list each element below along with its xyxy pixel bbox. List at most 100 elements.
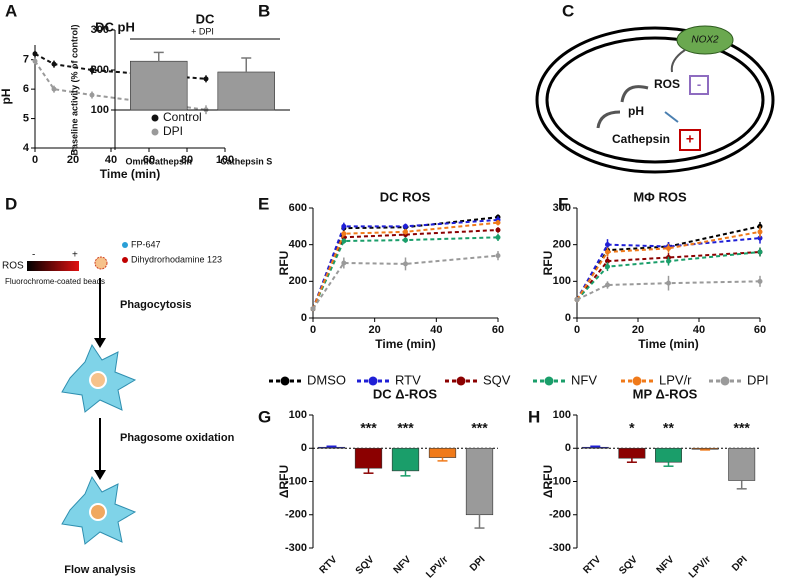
bead bbox=[89, 371, 107, 389]
significance: * bbox=[629, 420, 635, 436]
scale-low: - bbox=[32, 250, 35, 261]
plus-sign: + bbox=[686, 131, 694, 147]
x-tick-label: LPV/r bbox=[687, 554, 713, 580]
x-tick-label: SQV bbox=[617, 554, 640, 577]
series-line bbox=[312, 218, 499, 310]
legend-label: DPI bbox=[747, 372, 769, 387]
point bbox=[51, 61, 57, 67]
y-tick-label: 6 bbox=[23, 83, 29, 95]
x-tick-label: RTV bbox=[581, 554, 603, 576]
y-tick-label: -300 bbox=[549, 542, 571, 554]
x-tick-label: 0 bbox=[574, 324, 580, 336]
annotation: + DPI bbox=[191, 26, 214, 36]
dye-dot bbox=[122, 257, 128, 263]
y-tick-label: 4 bbox=[23, 142, 30, 154]
y-axis-label: RFU bbox=[541, 251, 555, 276]
x-tick-label: DPI bbox=[730, 554, 750, 574]
point bbox=[757, 249, 763, 255]
legend-marker bbox=[720, 376, 730, 386]
bar bbox=[691, 447, 719, 450]
phagosome-inner bbox=[545, 36, 765, 164]
diagram-c: C NOX2 ROS - pH Cathepsin + bbox=[535, 1, 775, 174]
bar bbox=[217, 71, 275, 111]
chart-title: DC bbox=[196, 11, 215, 26]
y-axis-label: ΔRFU bbox=[541, 465, 555, 498]
y-tick-label: 0 bbox=[301, 312, 307, 324]
chart-title: DC ROS bbox=[380, 189, 431, 204]
panel-label: H bbox=[528, 407, 540, 426]
x-tick-label: RTV bbox=[318, 554, 340, 576]
legend-marker bbox=[368, 376, 378, 386]
legend-label: NFV bbox=[571, 372, 597, 387]
y-tick-label: 7 bbox=[23, 54, 29, 66]
bar bbox=[728, 447, 756, 481]
legend-label: LPV/r bbox=[659, 372, 692, 387]
point bbox=[605, 282, 610, 288]
bar bbox=[391, 447, 420, 472]
legend-marker bbox=[632, 376, 642, 386]
chart-title: MP Δ-ROS bbox=[633, 386, 698, 401]
x-axis-label: Time (min) bbox=[638, 337, 698, 351]
y-tick-label: -300 bbox=[285, 542, 307, 554]
scale-label: ROS bbox=[2, 261, 24, 272]
legend-marker bbox=[544, 376, 554, 386]
legend-marker bbox=[456, 376, 466, 386]
y-tick-label: 300 bbox=[91, 24, 109, 36]
arrow bbox=[664, 111, 679, 123]
arrowhead bbox=[94, 470, 106, 480]
x-tick-label: 80 bbox=[181, 154, 193, 166]
point bbox=[605, 249, 610, 255]
point bbox=[495, 234, 501, 240]
bead bbox=[94, 256, 108, 270]
legend-label: SQV bbox=[483, 372, 511, 387]
bead bbox=[89, 503, 107, 521]
point bbox=[32, 51, 38, 57]
dye1-label: FP-647 bbox=[131, 239, 161, 249]
y-tick-label: 100 bbox=[553, 409, 571, 421]
point bbox=[310, 306, 316, 312]
x-tick-label: NFV bbox=[392, 554, 414, 576]
point bbox=[605, 242, 610, 248]
y-tick-label: 100 bbox=[553, 275, 571, 287]
point bbox=[203, 76, 209, 82]
bar bbox=[465, 447, 494, 516]
y-axis-label: RFU bbox=[277, 251, 291, 276]
legend-marker bbox=[280, 376, 290, 386]
legend-label: DPI bbox=[163, 124, 183, 138]
y-tick-label: 400 bbox=[289, 239, 307, 251]
point bbox=[666, 245, 671, 251]
point bbox=[51, 86, 57, 92]
y-tick-label: 600 bbox=[289, 202, 307, 214]
y-tick-label: -100 bbox=[549, 475, 571, 487]
plus-box bbox=[679, 129, 701, 151]
point bbox=[403, 261, 408, 267]
panel-label: B bbox=[258, 1, 270, 20]
legend-marker bbox=[151, 114, 159, 122]
x-tick-label: 20 bbox=[632, 324, 644, 336]
legend-label: RTV bbox=[395, 372, 421, 387]
point bbox=[341, 260, 347, 266]
point bbox=[89, 67, 95, 73]
x-tick-label: 20 bbox=[369, 324, 381, 336]
ros-label: ROS bbox=[654, 77, 680, 91]
scale-high: + bbox=[72, 250, 78, 261]
series-line bbox=[576, 237, 761, 301]
x-tick-label: SQV bbox=[354, 554, 377, 577]
point bbox=[757, 278, 763, 284]
y-tick-label: 100 bbox=[91, 104, 109, 116]
point bbox=[403, 237, 408, 243]
bar bbox=[581, 446, 609, 449]
series-line bbox=[576, 280, 761, 301]
dye-dot bbox=[122, 242, 128, 248]
bar bbox=[354, 447, 383, 469]
x-tick-label: 100 bbox=[216, 154, 234, 166]
bar bbox=[655, 447, 682, 463]
chart-title: DC pH bbox=[95, 19, 135, 34]
series-line bbox=[312, 221, 499, 310]
diagram-d: D ROS - + Fluorochrome-coated beads FP-6… bbox=[2, 194, 235, 575]
x-tick-label: 0 bbox=[32, 154, 38, 166]
x-tick-label: 60 bbox=[143, 154, 155, 166]
chart-title: DC Δ-ROS bbox=[373, 386, 438, 401]
dye2-label: Dihydrorhodamine 123 bbox=[131, 254, 222, 264]
